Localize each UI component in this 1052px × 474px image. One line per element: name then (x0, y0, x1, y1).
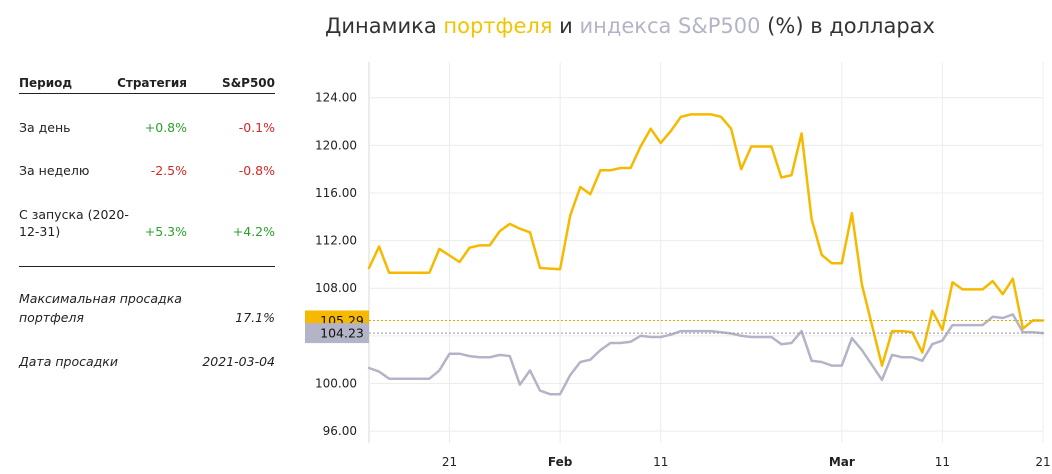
header-divider (19, 93, 275, 94)
y-tick-label: 112.00 (315, 234, 357, 248)
x-tick-label: 21 (442, 455, 457, 469)
row-sp500-value: -0.8% (238, 163, 275, 178)
series-lines (367, 113, 1045, 396)
index-line (367, 313, 1045, 396)
y-tick-label: 96.00 (323, 424, 357, 438)
drawdown-label-line2: портфеля (19, 310, 84, 325)
title-part3: (%) в долларах (760, 14, 935, 38)
row-period-line2: 12-31) (19, 224, 61, 239)
x-tick-label: 11 (653, 455, 668, 469)
y-axis: 96.00100.00104.00108.00112.00116.00120.0… (315, 91, 357, 438)
drawdown-label-line1: Максимальная просадка (19, 291, 182, 306)
index-last-value-label: 104.23 (320, 326, 364, 341)
row-strategy-value: -2.5% (150, 163, 187, 178)
x-axis: 21 Feb 11 Mar 11 21 (442, 455, 1051, 469)
y-tick-label: 108.00 (315, 281, 357, 295)
header-strategy: Стратегия (117, 76, 187, 90)
header-period: Период (19, 76, 73, 90)
x-tick-label: 21 (1035, 455, 1050, 469)
index-last-value-box (305, 323, 369, 344)
y-tick-label: 124.00 (315, 91, 357, 105)
title-portfolio: портфеля (443, 14, 553, 38)
y-tick-label: 100.00 (315, 376, 357, 390)
title-part1: Динамика (325, 14, 444, 38)
row-period: За день (19, 120, 71, 135)
row-strategy-value: +0.8% (144, 120, 187, 135)
drawdown-date-value: 2021-03-04 (202, 354, 275, 369)
portfolio-line (367, 113, 1045, 367)
stats-divider (19, 266, 275, 267)
x-tick-label: 11 (935, 455, 950, 469)
x-tick-label: Feb (548, 455, 573, 469)
row-sp500-value: +4.2% (232, 224, 275, 239)
chart-title: Динамика портфеля и индекса S&P500 (%) в… (325, 14, 935, 38)
row-sp500-value: -0.1% (238, 120, 275, 135)
grid (368, 62, 1044, 443)
y-tick-label: 116.00 (315, 186, 357, 200)
row-period-line1: С запуска (2020- (19, 207, 129, 222)
drawdown-value: 17.1% (235, 310, 275, 325)
header-sp500: S&P500 (222, 76, 275, 90)
x-tick-label: Mar (829, 455, 855, 469)
row-period: За неделю (19, 163, 90, 178)
title-part2: и (552, 14, 580, 38)
row-strategy-value: +5.3% (144, 224, 187, 239)
drawdown-date-label: Дата просадки (19, 354, 118, 369)
y-tick-label: 120.00 (315, 138, 357, 152)
title-index: индекса S&P500 (579, 14, 761, 38)
